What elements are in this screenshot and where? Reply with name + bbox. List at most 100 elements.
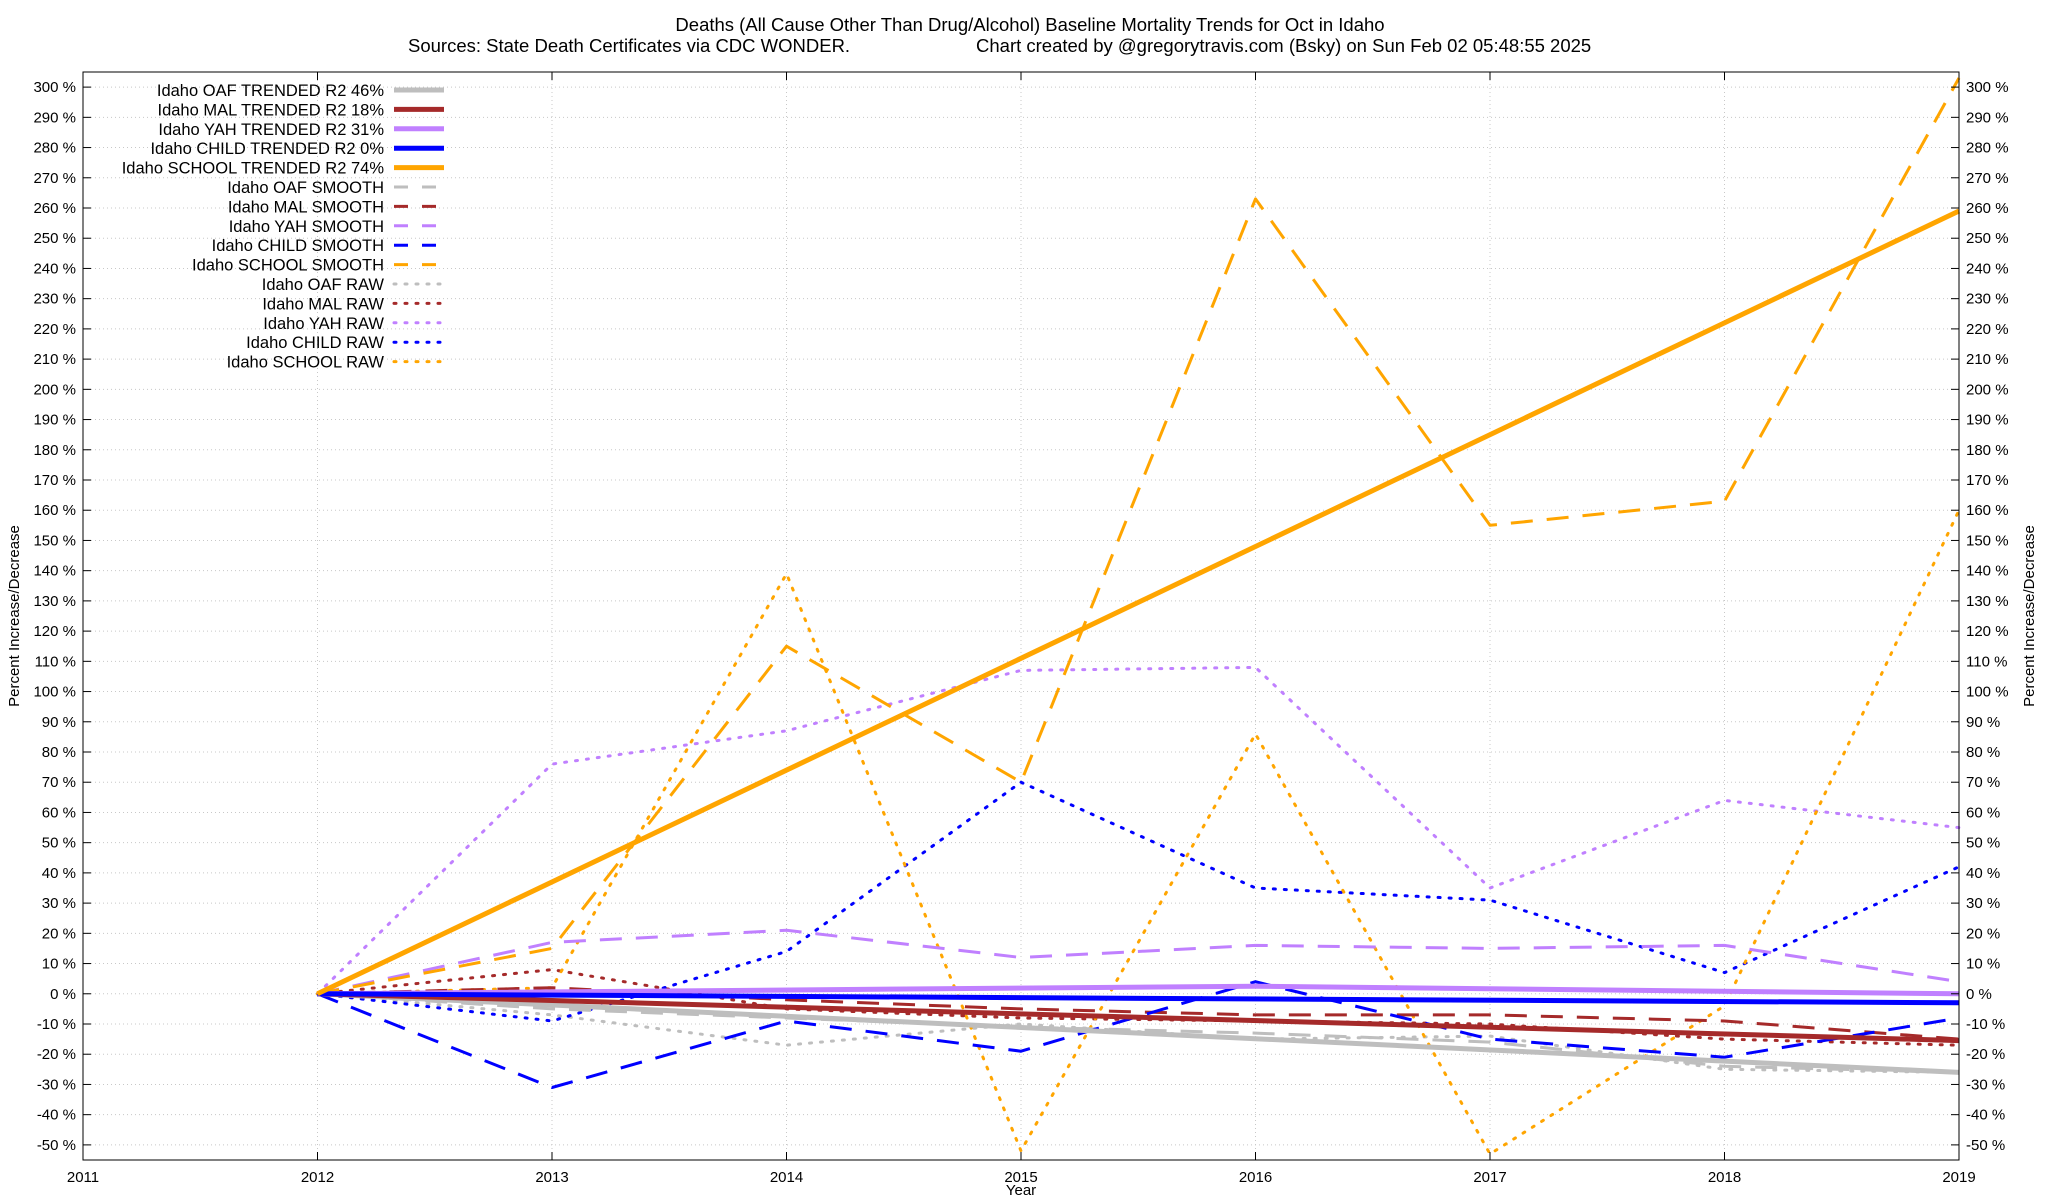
y-tick-label-left: 110 %: [35, 653, 76, 670]
y-tick-label-right: 30 %: [1966, 895, 2000, 912]
legend-label-2: Idaho YAH TRENDED R2 31%: [158, 121, 384, 139]
legend-label-12: Idaho YAH RAW: [263, 315, 384, 333]
y-tick-label-left: 100 %: [33, 684, 76, 701]
y-tick-label-left: 300 %: [33, 79, 76, 96]
y-tick-label-left: 210 %: [33, 351, 76, 368]
series-line-2: [317, 983, 1960, 997]
y-tick-label-right: 10 %: [1966, 956, 2000, 973]
y-tick-label-left: 160 %: [33, 502, 76, 519]
y-tick-label-left: 250 %: [33, 230, 76, 247]
y-tick-label-left: 70 %: [42, 774, 76, 791]
series-line-0: [317, 991, 1960, 1075]
series-line-8: [316, 980, 1960, 1089]
y-tick-label-right: -40 %: [1966, 1107, 2005, 1124]
series-line-7: [317, 928, 1960, 996]
y-tick-label-left: 240 %: [33, 260, 76, 277]
y-tick-label-right: 280 %: [1966, 140, 2009, 157]
y-tick-label-left: 190 %: [33, 412, 76, 429]
grid: [82, 72, 1960, 1160]
y-tick-label-right: 100 %: [1966, 684, 2009, 701]
y-tick-label-left: 10 %: [42, 956, 76, 973]
y-tick-label-right: 230 %: [1966, 291, 2009, 308]
y-tick-label-left: 230 %: [33, 291, 76, 308]
chart-subtitle-credit: Chart created by @gregorytravis.com (Bsk…: [976, 35, 1591, 56]
legend-label-13: Idaho CHILD RAW: [246, 334, 384, 352]
series-line-12: [316, 665, 1961, 996]
y-tick-label-left: 270 %: [33, 170, 76, 187]
y-tick-label-right: 160 %: [1966, 502, 2009, 519]
y-tick-label-left: -40 %: [37, 1107, 76, 1124]
x-tick-label: 2018: [1708, 1169, 1741, 1186]
legend-label-0: Idaho OAF TRENDED R2 46%: [157, 82, 384, 100]
y-tick-label-left: 260 %: [33, 200, 76, 217]
y-tick-label-right: 210 %: [1966, 351, 2009, 368]
y-tick-label-right: 60 %: [1966, 804, 2000, 821]
y-tick-label-left: 170 %: [33, 472, 76, 489]
y-tick-label-left: 80 %: [42, 744, 76, 761]
y-tick-label-left: 280 %: [33, 140, 76, 157]
legend-label-1: Idaho MAL TRENDED R2 18%: [157, 101, 384, 119]
y-tick-label-right: 70 %: [1966, 774, 2000, 791]
y-tick-label-right: 290 %: [1966, 109, 2009, 126]
y-tick-label-right: 240 %: [1966, 260, 2009, 277]
y-tick-label-right: 130 %: [1966, 593, 2009, 610]
y-tick-label-left: 40 %: [42, 865, 76, 882]
y-tick-label-right: 110 %: [1966, 653, 2007, 670]
series-line-1: [317, 991, 1960, 1044]
legend-label-9: Idaho SCHOOL SMOOTH: [192, 257, 384, 275]
x-tick-label: 2014: [770, 1169, 803, 1186]
series-line-9: [317, 77, 1961, 996]
y-tick-label-right: 270 %: [1966, 170, 2009, 187]
y-tick-label-right: 220 %: [1966, 321, 2009, 338]
y-tick-label-right: 40 %: [1966, 865, 2000, 882]
y-tick-label-right: 170 %: [1966, 472, 2009, 489]
y-tick-label-right: 0 %: [1966, 986, 1992, 1003]
legend-label-14: Idaho SCHOOL RAW: [227, 354, 385, 372]
y-tick-label-left: 120 %: [33, 623, 76, 640]
y-tick-label-right: 250 %: [1966, 230, 2009, 247]
y-tick-label-left: 130 %: [33, 593, 76, 610]
y-tick-label-left: -30 %: [37, 1076, 76, 1093]
y-tick-label-left: 180 %: [33, 442, 76, 459]
y-tick-label-left: 20 %: [42, 925, 76, 942]
series-line-3: [317, 991, 1960, 1006]
plot-series: [316, 77, 1961, 1156]
y-tick-label-right: 90 %: [1966, 714, 2000, 731]
x-axis-label: Year: [1006, 1182, 1036, 1199]
y-tick-label-right: 200 %: [1966, 381, 2009, 398]
y-tick-label-right: 300 %: [1966, 79, 2009, 96]
chart-subtitle-source: Sources: State Death Certificates via CD…: [408, 35, 850, 56]
y-tick-label-left: 60 %: [42, 804, 76, 821]
y-axis-right: -50 % -40 % -30 % -20 % -10 % 0 % 10 % 20 % 30 %…: [1951, 79, 2009, 1154]
y-tick-label-left: 50 %: [42, 835, 76, 852]
y-tick-label-left: -50 %: [37, 1137, 76, 1154]
y-tick-label-right: -50 %: [1966, 1137, 2005, 1154]
legend-label-11: Idaho MAL RAW: [262, 295, 384, 313]
y-tick-label-right: 20 %: [1966, 925, 2000, 942]
legend-label-3: Idaho CHILD TRENDED R2 0%: [150, 140, 384, 158]
x-tick-label: 2015: [1004, 1169, 1037, 1186]
legend-label-6: Idaho MAL SMOOTH: [228, 198, 384, 216]
y-tick-label-right: 120 %: [1966, 623, 2009, 640]
y-tick-label-left: 150 %: [33, 532, 76, 549]
y-tick-label-right: 180 %: [1966, 442, 2009, 459]
y-axis-left: -50 % -40 % -30 % -20 % -10 % 0 % 10 % 20 % 30 %…: [33, 79, 91, 1154]
x-tick-label: 2013: [535, 1169, 568, 1186]
y-tick-label-right: 80 %: [1966, 744, 2000, 761]
legend-label-10: Idaho OAF RAW: [262, 276, 385, 294]
y-tick-label-right: -10 %: [1966, 1016, 2005, 1033]
legend: Idaho OAF TRENDED R2 46%Idaho MAL TRENDE…: [122, 82, 446, 372]
y-tick-label-right: 50 %: [1966, 835, 2000, 852]
y-tick-label-left: 30 %: [42, 895, 76, 912]
y-tick-label-right: -20 %: [1966, 1046, 2005, 1063]
y-tick-label-left: 0 %: [50, 986, 76, 1003]
series-line-14: [316, 508, 1961, 1156]
legend-label-7: Idaho YAH SMOOTH: [229, 218, 384, 236]
legend-label-5: Idaho OAF SMOOTH: [227, 179, 384, 197]
series-line-13: [316, 780, 1961, 1023]
x-tick-label: 2019: [1942, 1169, 1975, 1186]
y-tick-label-left: 90 %: [42, 714, 76, 731]
y-tick-label-right: 190 %: [1966, 412, 2009, 429]
x-tick-label: 2017: [1473, 1169, 1506, 1186]
legend-label-4: Idaho SCHOOL TRENDED R2 74%: [122, 160, 385, 178]
